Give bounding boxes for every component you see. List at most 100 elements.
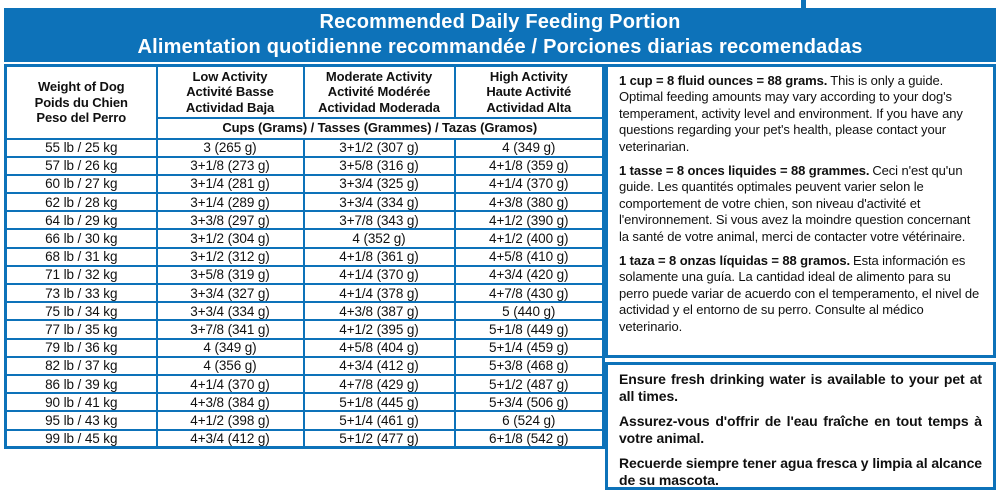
high-activity-cell: 5+1/2 (487 g)	[453, 373, 605, 395]
low-activity-cell: 3+3/4 (327 g)	[155, 282, 305, 304]
weight-cell: 99 lb / 45 kg	[4, 428, 158, 449]
low-activity-cell: 3+1/4 (289 g)	[155, 192, 305, 213]
high-activity-cell: 4+1/8 (359 g)	[453, 155, 605, 176]
weight-cell: 64 lb / 29 kg	[4, 210, 158, 231]
high-activity-cell: 6 (524 g)	[453, 410, 605, 431]
high-activity-en: High Activity	[489, 68, 568, 84]
moderate-activity-cell: 4+1/4 (378 g)	[302, 282, 456, 304]
moderate-activity-cell: 3+3/4 (334 g)	[302, 192, 456, 213]
high-activity-cell: 6+1/8 (542 g)	[453, 428, 605, 449]
high-activity-fr: Haute Activité	[486, 84, 572, 99]
weight-cell: 95 lb / 43 kg	[4, 410, 158, 431]
guide-notes-box: 1 cup = 8 fluid ounces = 88 grams. This i…	[605, 64, 996, 358]
weight-header-es: Peso del Perro	[36, 110, 127, 125]
table-row: 64 lb / 29 kg 3+3/8 (297 g) 3+7/8 (343 g) 4…	[4, 210, 605, 231]
low-activity-cell: 4+1/2 (398 g)	[155, 410, 305, 431]
moderate-activity-cell: 4+5/8 (404 g)	[302, 337, 456, 358]
high-activity-cell: 4+1/4 (370 g)	[453, 173, 605, 195]
weight-cell: 55 lb / 25 kg	[4, 137, 158, 158]
high-activity-header: High Activity Haute Activité Actividad A…	[453, 64, 605, 119]
note-fr-body: Ceci n'est qu'un guide. Les quantités op…	[619, 163, 971, 244]
table-row: 77 lb / 35 kg 3+7/8 (341 g) 4+1/2 (395 g) 5…	[4, 319, 605, 340]
banner: Recommended Daily Feeding Portion Alimen…	[4, 8, 996, 62]
weight-cell: 68 lb / 31 kg	[4, 246, 158, 267]
note-en: 1 cup = 8 fluid ounces = 88 grams. This i…	[619, 73, 982, 155]
moderate-activity-cell: 4+3/8 (387 g)	[302, 301, 456, 322]
table-row: 60 lb / 27 kg 3+1/4 (281 g) 3+3/4 (325 g) 4…	[4, 173, 605, 195]
moderate-activity-cell: 4+1/8 (361 g)	[302, 246, 456, 267]
high-activity-cell: 4+3/4 (420 g)	[453, 264, 605, 286]
high-activity-es: Actividad Alta	[486, 99, 572, 115]
low-activity-cell: 4 (349 g)	[155, 337, 305, 358]
moderate-activity-cell: 4+3/4 (412 g)	[302, 355, 456, 376]
water-note-fr: Assurez-vous d'offrir de l'eau fraîche e…	[619, 412, 982, 447]
weight-header-en: Weight of Dog	[37, 79, 125, 94]
table-row: 62 lb / 28 kg 3+1/4 (289 g) 3+3/4 (334 g) 4…	[4, 192, 605, 213]
banner-title-en: Recommended Daily Feeding Portion	[319, 11, 681, 33]
units-header: Cups (Grams) / Tasses (Grammes) / Tazas …	[155, 116, 605, 140]
table-row: 73 lb / 33 kg 3+3/4 (327 g) 4+1/4 (378 g) 4…	[4, 282, 605, 304]
water-note-es: Recuerde siempre tener agua fresca y lim…	[619, 454, 982, 489]
table-row: 57 lb / 26 kg 3+1/8 (273 g) 3+5/8 (316 g) 4…	[4, 155, 605, 176]
table-row: 90 lb / 41 kg 4+3/8 (384 g) 5+1/8 (445 g) 5…	[4, 392, 605, 413]
high-activity-cell: 5 (440 g)	[453, 301, 605, 322]
moderate-activity-cell: 5+1/2 (477 g)	[302, 428, 456, 449]
low-activity-cell: 3+3/8 (297 g)	[155, 210, 305, 231]
low-activity-es: Actividad Baja	[185, 99, 275, 115]
weight-column-header: Weight of Dog Poids du Chien Peso del Pe…	[4, 64, 158, 140]
low-activity-en: Low Activity	[192, 68, 268, 84]
moderate-activity-header: Moderate Activity Activité Modérée Activ…	[302, 64, 456, 119]
water-notes-box: Ensure fresh drinking water is available…	[605, 362, 996, 490]
weight-cell: 86 lb / 39 kg	[4, 373, 158, 395]
moderate-activity-cell: 4+7/8 (429 g)	[302, 373, 456, 395]
low-activity-cell: 4+3/8 (384 g)	[155, 392, 305, 413]
feeding-table-body: 55 lb / 25 kg 3 (265 g) 3+1/2 (307 g) 4 (34…	[4, 137, 605, 449]
high-activity-cell: 4+3/8 (380 g)	[453, 192, 605, 213]
table-row: 79 lb / 36 kg 4 (349 g) 4+5/8 (404 g) 5+1/4…	[4, 337, 605, 358]
feeding-table: Weight of Dog Poids du Chien Peso del Pe…	[4, 64, 605, 450]
water-note-en: Ensure fresh drinking water is available…	[619, 371, 982, 405]
table-row: 75 lb / 34 kg 3+3/4 (334 g) 4+3/8 (387 g) 5…	[4, 301, 605, 322]
high-activity-cell: 4+1/2 (390 g)	[453, 210, 605, 231]
low-activity-cell: 4+3/4 (412 g)	[155, 428, 305, 449]
low-activity-cell: 3+1/2 (312 g)	[155, 246, 305, 267]
high-activity-cell: 4+5/8 (410 g)	[453, 246, 605, 267]
moderate-activity-cell: 5+1/4 (461 g)	[302, 410, 456, 431]
table-row: 95 lb / 43 kg 4+1/2 (398 g) 5+1/4 (461 g) 6…	[4, 410, 605, 431]
weight-cell: 62 lb / 28 kg	[4, 192, 158, 213]
low-activity-cell: 3+1/4 (281 g)	[155, 173, 305, 195]
note-es-lead: 1 taza = 8 onzas líquidas = 88 gramos.	[619, 253, 851, 269]
weight-cell: 66 lb / 30 kg	[4, 228, 158, 249]
note-en-lead: 1 cup = 8 fluid ounces = 88 grams.	[619, 73, 828, 88]
low-activity-cell: 3+7/8 (341 g)	[155, 319, 305, 340]
weight-cell: 73 lb / 33 kg	[4, 282, 158, 304]
crop-mark	[801, 0, 806, 9]
note-en-body: This is only a guide. Optimal feeding am…	[619, 73, 963, 154]
weight-header-fr: Poids du Chien	[34, 94, 128, 110]
moderate-activity-cell: 3+7/8 (343 g)	[302, 210, 456, 231]
moderate-activity-cell: 4 (352 g)	[302, 228, 456, 249]
table-row: 55 lb / 25 kg 3 (265 g) 3+1/2 (307 g) 4 (34…	[4, 137, 605, 158]
moderate-activity-cell: 3+1/2 (307 g)	[302, 137, 456, 158]
table-row: 82 lb / 37 kg 4 (356 g) 4+3/4 (412 g) 5+3/8…	[4, 355, 605, 376]
weight-cell: 77 lb / 35 kg	[4, 319, 158, 340]
high-activity-cell: 4+7/8 (430 g)	[453, 282, 605, 304]
high-activity-cell: 4+1/2 (400 g)	[453, 228, 605, 249]
moderate-activity-cell: 3+3/4 (325 g)	[302, 173, 456, 195]
table-row: 99 lb / 45 kg 4+3/4 (412 g) 5+1/2 (477 g) 6…	[4, 428, 605, 449]
note-fr-lead: 1 tasse = 8 onces liquides = 88 grammes.	[619, 163, 870, 179]
low-activity-cell: 3+1/2 (304 g)	[155, 228, 305, 249]
low-activity-cell: 3+1/8 (273 g)	[155, 155, 305, 176]
moderate-activity-cell: 5+1/8 (445 g)	[302, 392, 456, 413]
weight-cell: 60 lb / 27 kg	[4, 173, 158, 195]
weight-cell: 90 lb / 41 kg	[4, 392, 158, 413]
table-row: 71 lb / 32 kg 3+5/8 (319 g) 4+1/4 (370 g) 4…	[4, 264, 605, 286]
moderate-activity-es: Actividad Moderada	[318, 99, 440, 115]
weight-cell: 79 lb / 36 kg	[4, 337, 158, 358]
moderate-activity-cell: 3+5/8 (316 g)	[302, 155, 456, 176]
weight-cell: 57 lb / 26 kg	[4, 155, 158, 176]
high-activity-cell: 5+3/8 (468 g)	[453, 355, 605, 376]
note-fr: 1 tasse = 8 onces liquides = 88 grammes.…	[619, 163, 982, 245]
note-es: 1 taza = 8 onzas líquidas = 88 gramos. Es…	[619, 253, 982, 335]
